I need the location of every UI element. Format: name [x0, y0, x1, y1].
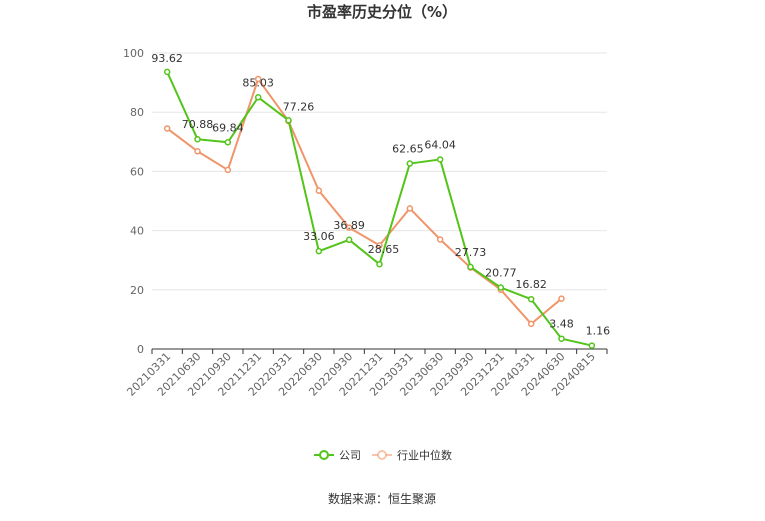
company-point — [376, 260, 383, 268]
industry-median-point — [315, 187, 323, 194]
company-point — [527, 295, 535, 303]
company-point — [436, 156, 444, 163]
data-label: 3.48 — [549, 318, 574, 331]
data-label: 1.16 — [586, 325, 611, 338]
industry-median-line — [166, 78, 563, 325]
company-point — [406, 160, 414, 167]
y-tick-label: 20 — [130, 284, 144, 297]
y-tick-label: 0 — [137, 343, 144, 356]
industry-median-point — [194, 148, 201, 155]
company-point — [315, 247, 323, 255]
industry-median-point — [558, 295, 565, 302]
data-label: 20.77 — [485, 267, 517, 280]
data-label: 36.89 — [333, 219, 365, 232]
industry-median-point — [406, 205, 414, 212]
data-label: 16.82 — [515, 278, 547, 291]
industry-median-point — [163, 125, 171, 132]
company-point — [558, 335, 565, 342]
legend-label: 公司 — [339, 449, 361, 462]
industry-median-point — [376, 242, 383, 249]
industry-median-point — [436, 236, 444, 243]
company-point — [285, 117, 292, 124]
source-note: 数据来源：恒生聚源 — [328, 491, 436, 506]
legend-marker-icon — [319, 450, 329, 460]
company-point — [497, 284, 505, 291]
company-point — [254, 94, 262, 101]
data-label: 93.62 — [151, 52, 183, 65]
legend-item-company[interactable]: 公司 — [314, 449, 361, 462]
data-label: 64.04 — [424, 138, 456, 151]
data-label: 27.73 — [455, 246, 487, 259]
company-point — [345, 236, 353, 244]
company-point — [224, 139, 232, 146]
legend-label: 行业中位数 — [397, 448, 452, 462]
chart-title: 市盈率历史分位（%） — [307, 3, 457, 21]
data-label: 69.84 — [212, 121, 244, 134]
company-point — [163, 68, 171, 76]
industry-median-point — [527, 320, 535, 328]
y-tick-label: 100 — [123, 47, 144, 60]
y-tick-label: 40 — [130, 225, 144, 238]
company-line — [166, 71, 593, 347]
company-point — [467, 263, 474, 271]
data-label: 62.65 — [392, 143, 424, 156]
industry-median-point — [224, 166, 232, 174]
legend-item-industry-median[interactable]: 行业中位数 — [372, 448, 452, 462]
company-point — [588, 342, 596, 349]
data-label: 33.06 — [303, 230, 335, 243]
data-label: 28.65 — [368, 243, 400, 256]
company-point — [194, 135, 201, 143]
y-tick-label: 60 — [130, 165, 144, 178]
legend-marker-icon — [377, 450, 387, 460]
industry-median-point — [254, 75, 262, 83]
data-label: 70.88 — [182, 118, 214, 131]
y-tick-label: 80 — [130, 106, 144, 119]
legend: 公司 行业中位数 — [314, 448, 452, 462]
data-label: 85.03 — [242, 76, 274, 89]
industry-median-point — [345, 224, 353, 231]
data-label: 77.26 — [283, 100, 315, 113]
